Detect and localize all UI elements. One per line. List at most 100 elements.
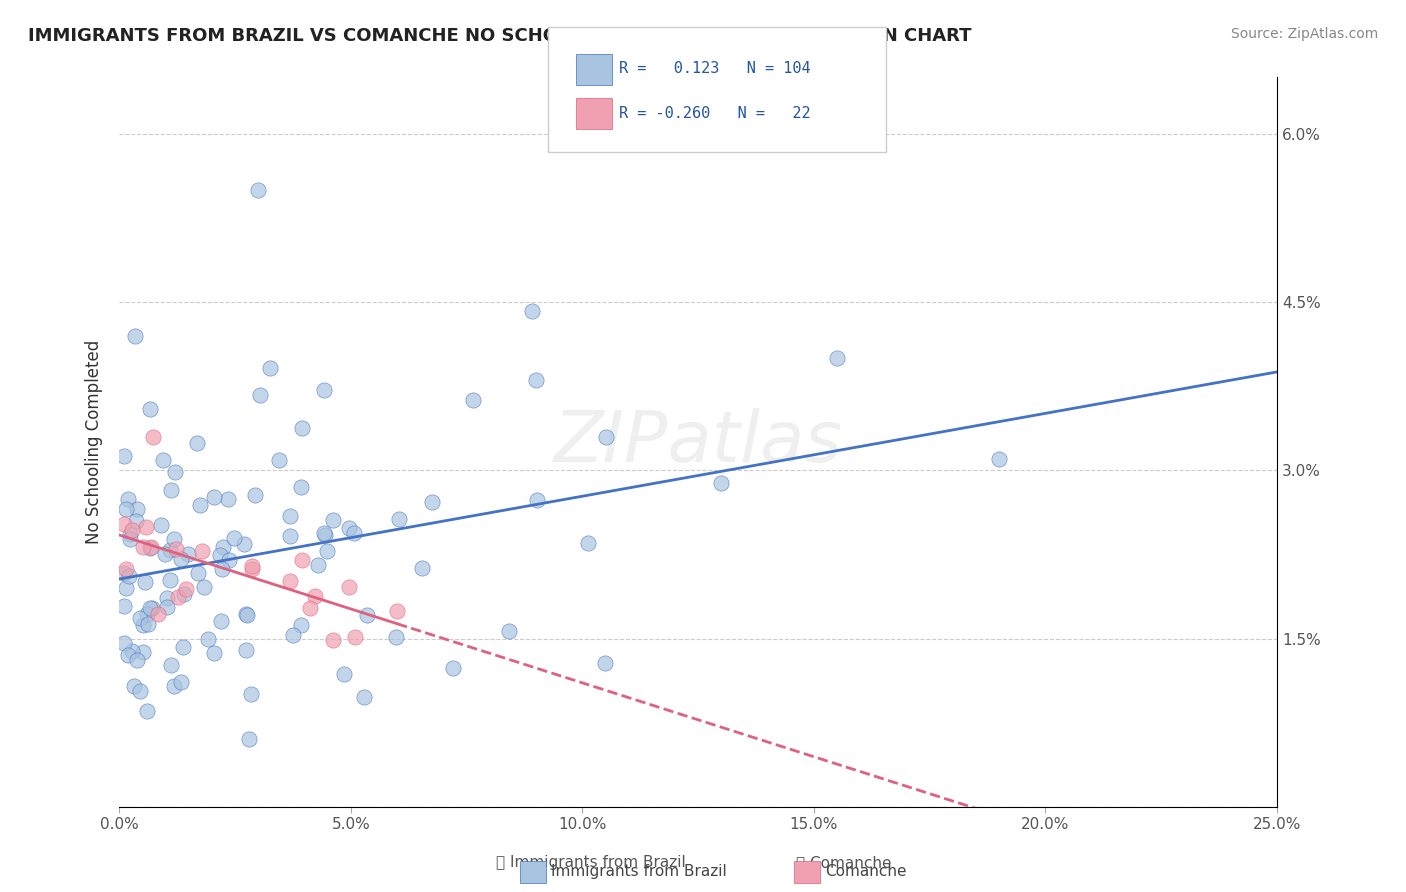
Point (159, 573, 181, 587)
Point (240, 559, 263, 574)
Point (218, 553, 240, 567)
Point (159, 542, 181, 557)
Point (209, 614, 232, 628)
Point (291, 420, 314, 434)
Point (522, 304, 544, 318)
Point (988, 452, 1011, 467)
Point (211, 562, 233, 576)
Point (339, 580, 361, 594)
Point (249, 388, 271, 402)
Point (115, 562, 138, 576)
Point (291, 553, 314, 567)
Point (278, 528, 301, 542)
Point (235, 607, 257, 621)
Point (129, 684, 152, 698)
Point (135, 520, 157, 534)
Text: Source: ZipAtlas.com: Source: ZipAtlas.com (1230, 27, 1378, 41)
Y-axis label: No Schooling Completed: No Schooling Completed (86, 340, 103, 544)
Point (141, 541, 163, 555)
Point (344, 631, 367, 645)
Point (353, 690, 375, 705)
Point (498, 624, 520, 638)
Point (112, 636, 135, 650)
Point (114, 501, 136, 516)
Point (141, 601, 163, 615)
Point (280, 574, 302, 589)
Point (176, 547, 198, 561)
Point (127, 502, 149, 516)
Point (304, 589, 326, 603)
Point (125, 653, 148, 667)
Point (167, 591, 190, 605)
Point (333, 666, 356, 681)
Point (112, 566, 135, 581)
Text: Immigrants from Brazil: Immigrants from Brazil (551, 864, 727, 880)
Point (576, 536, 599, 550)
Point (233, 537, 256, 551)
Point (278, 508, 301, 523)
Point (153, 547, 176, 561)
Point (142, 430, 165, 444)
Point (118, 532, 141, 546)
Text: ⬜ Comanche: ⬜ Comanche (796, 855, 891, 870)
Point (112, 449, 135, 463)
Point (136, 607, 159, 622)
Point (146, 607, 169, 621)
Point (132, 541, 155, 555)
Point (593, 656, 616, 670)
Point (170, 675, 193, 690)
Point (117, 569, 139, 583)
Point (312, 525, 335, 540)
Point (132, 617, 155, 632)
Point (384, 630, 406, 644)
Point (165, 542, 187, 557)
Point (825, 351, 848, 365)
Point (188, 498, 211, 512)
Point (269, 453, 291, 467)
Point (322, 513, 344, 527)
Point (307, 558, 329, 573)
Point (343, 526, 366, 541)
Point (156, 600, 179, 615)
Point (115, 582, 138, 596)
Point (169, 551, 191, 566)
Point (139, 402, 162, 417)
Point (236, 607, 259, 622)
Point (149, 517, 172, 532)
Point (129, 611, 152, 625)
Point (243, 488, 266, 502)
Point (710, 475, 733, 490)
Point (247, 183, 270, 197)
Point (117, 648, 139, 662)
Point (595, 429, 617, 443)
Point (187, 566, 209, 580)
Point (152, 452, 174, 467)
Point (420, 495, 443, 509)
Point (242, 561, 264, 575)
Point (281, 628, 304, 642)
Point (134, 574, 156, 589)
Point (211, 540, 233, 554)
Point (193, 580, 215, 594)
Point (202, 490, 225, 504)
Point (239, 687, 262, 701)
Point (385, 604, 408, 618)
Point (163, 680, 186, 694)
Point (441, 661, 464, 675)
Point (524, 374, 547, 388)
Point (125, 515, 148, 529)
Point (388, 512, 411, 526)
Point (121, 524, 143, 538)
Point (314, 528, 336, 542)
Point (526, 492, 548, 507)
Text: Comanche: Comanche (825, 864, 907, 880)
Point (122, 679, 145, 693)
Point (186, 435, 208, 450)
Text: IMMIGRANTS FROM BRAZIL VS COMANCHE NO SCHOOLING COMPLETED CORRELATION CHART: IMMIGRANTS FROM BRAZIL VS COMANCHE NO SC… (28, 27, 972, 45)
Point (121, 644, 143, 658)
Point (235, 642, 257, 657)
Point (299, 600, 322, 615)
Text: ⬜ Immigrants from Brazil: ⬜ Immigrants from Brazil (496, 855, 685, 870)
Point (222, 531, 245, 545)
Text: R = -0.260   N =   22: R = -0.260 N = 22 (619, 106, 810, 120)
